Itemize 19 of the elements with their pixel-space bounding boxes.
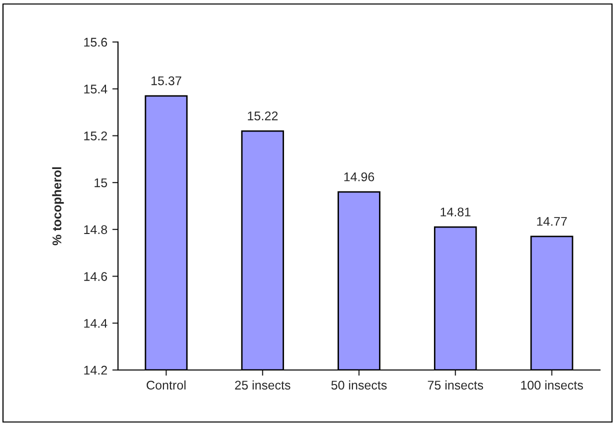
x-tick-label: Control	[146, 380, 186, 390]
x-tick-label: 25 insects	[235, 380, 290, 390]
data-label: 14.77	[537, 217, 567, 226]
y-tick-label: 14.6	[84, 272, 108, 281]
y-tick-label: 15.2	[84, 132, 107, 140]
y-tick-label: 15.6	[84, 38, 108, 47]
x-tick-label: 75 insects	[428, 380, 484, 390]
y-tick-label: 14.4	[84, 319, 108, 328]
data-label: 15.37	[152, 76, 182, 86]
data-label: 15.22	[248, 112, 278, 120]
y-axis-title: % tocopherol	[52, 167, 64, 246]
x-tick-label: 100 insects	[521, 380, 583, 390]
y-tick-label: 15.4	[84, 84, 108, 94]
y-tick-label: 14.2	[84, 366, 107, 375]
x-tick-label: 50 insects	[331, 380, 387, 390]
data-label: 14.81	[440, 208, 470, 216]
y-tick-label: 15	[94, 178, 108, 188]
y-tick-label: 14.8	[84, 225, 108, 234]
data-label: 14.96	[344, 172, 374, 182]
